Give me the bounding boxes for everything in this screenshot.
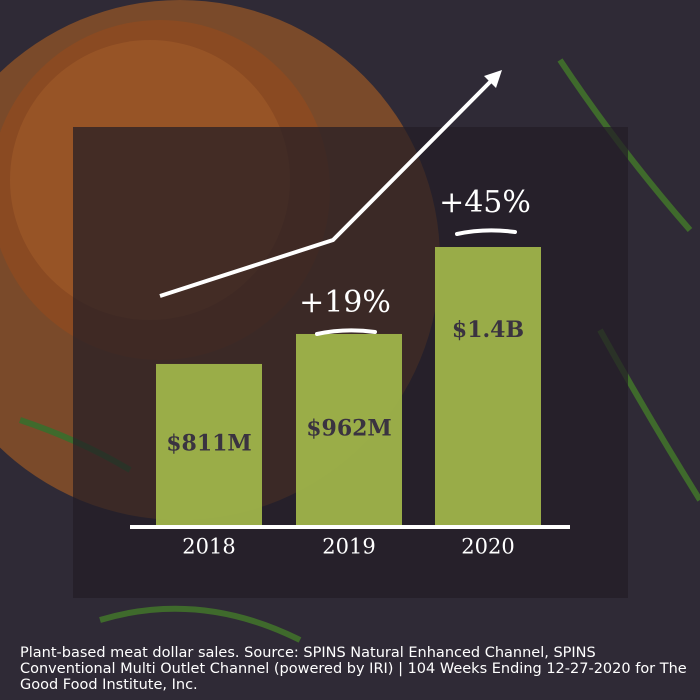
value-label: $1.4B [452, 317, 524, 343]
value-label: $811M [166, 430, 252, 456]
value-label: $962M [306, 415, 392, 441]
growth-annotation: +19% [299, 285, 391, 320]
growth-annotation: +45% [439, 185, 531, 220]
x-tick-label: 2020 [461, 535, 514, 559]
caption: Plant-based meat dollar sales. Source: S… [20, 645, 687, 693]
bar [156, 363, 262, 525]
trend-arrow [159, 76, 496, 298]
x-tick-label: 2018 [182, 535, 235, 559]
annotation-underline [315, 328, 377, 336]
bar [435, 247, 541, 525]
x-tick-label: 2019 [322, 535, 375, 559]
bar [296, 333, 402, 525]
annotation-underline [455, 228, 517, 236]
arrow-head [484, 70, 502, 88]
